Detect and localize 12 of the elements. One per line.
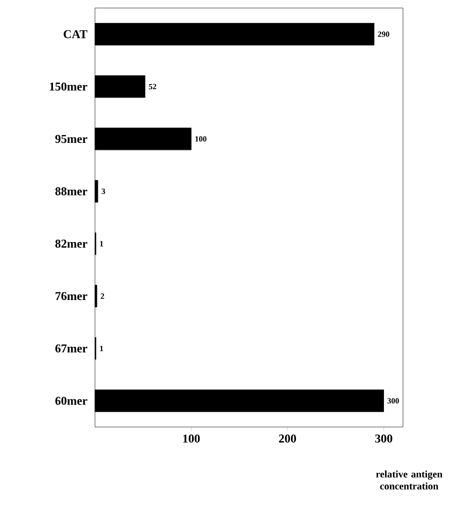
y-tick-label: 60mer — [55, 396, 88, 405]
x-tick-label: 100 — [183, 434, 200, 443]
y-tick-label: 150mer — [50, 82, 88, 91]
x-axis-title: relative antigen concentration — [376, 470, 442, 490]
y-tick-label: 88mer — [55, 187, 88, 196]
y-tick-label: CAT — [64, 30, 88, 38]
y-tick-label: 82mer — [55, 240, 88, 248]
x-tick-label: 300 — [375, 434, 392, 443]
y-tick-label: 95mer — [55, 134, 88, 143]
y-tick-label: 76mer — [56, 292, 88, 300]
y-tick-label: 67mer — [55, 344, 88, 352]
x-tick-label: 200 — [279, 434, 296, 443]
